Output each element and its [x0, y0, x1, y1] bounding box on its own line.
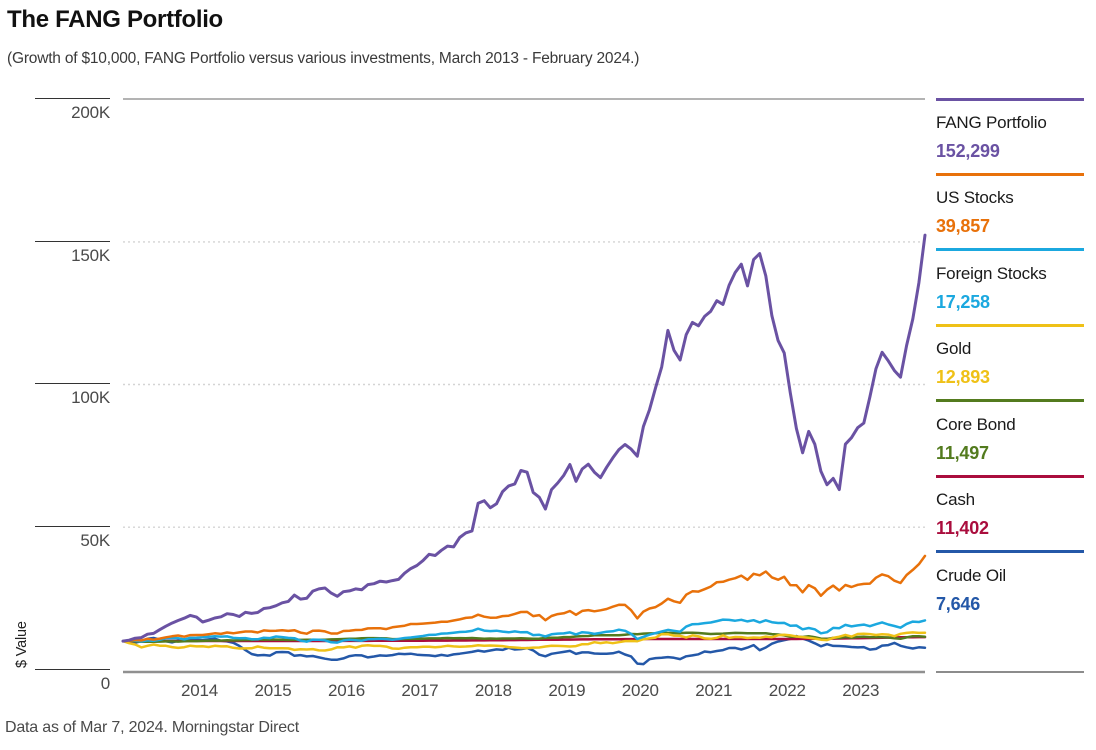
- x-tick-label-2015: 2015: [254, 681, 292, 700]
- series-group: [121, 233, 927, 666]
- page-title: The FANG Portfolio: [7, 6, 223, 33]
- legend-color-rule-gold: [936, 323, 1084, 327]
- legend-series-value: 17,258: [936, 291, 990, 312]
- legend-series-name: Gold: [936, 339, 972, 359]
- series-line-cash: [121, 635, 927, 643]
- legend-series-value: 12,893: [936, 367, 990, 388]
- legend-series-value: 39,857: [936, 216, 990, 237]
- legend-series-name: Crude Oil: [936, 565, 1007, 585]
- series-line-gold: [121, 631, 927, 652]
- legend: FANG Portfolio 152,299 US Stocks 39,857 Fore…: [936, 0, 1084, 750]
- y-tick-label-0: 0: [100, 673, 110, 693]
- legend-series-value: 7,646: [936, 593, 981, 614]
- series-line-foreign-stocks: [121, 618, 927, 644]
- x-tick-label-2017: 2017: [401, 681, 439, 700]
- x-tick-label-2016: 2016: [327, 681, 365, 700]
- legend-color-rule-foreign-stocks: [936, 248, 1084, 252]
- x-tick-label-2020: 2020: [621, 681, 659, 700]
- legend-series-name: FANG Portfolio: [936, 113, 1047, 132]
- x-tick-label-2019: 2019: [548, 681, 586, 700]
- y-tick-line-50k: [35, 525, 110, 527]
- y-axis-title: $ Value: [14, 621, 30, 668]
- y-tick-line-100k: [35, 383, 110, 385]
- series-line-us-stocks: [121, 554, 927, 643]
- legend-series-name: Foreign Stocks: [936, 263, 1047, 283]
- x-tick-label-2014: 2014: [181, 681, 219, 700]
- y-tick-label-100k: 100K: [71, 388, 110, 408]
- y-tick-line-150k: [35, 240, 110, 242]
- y-tick-line-0: [35, 668, 110, 670]
- x-tick-label-2022: 2022: [768, 681, 806, 700]
- x-tick-label-2021: 2021: [695, 681, 733, 700]
- legend-series-value: 11,497: [936, 442, 989, 463]
- legend-series-value: 152,299: [936, 141, 1000, 161]
- y-tick-line-200k: [35, 98, 110, 99]
- x-tick-label-2018: 2018: [474, 681, 512, 700]
- legend-series-value: 11,402: [936, 518, 989, 539]
- legend-series-name: Cash: [936, 490, 975, 510]
- y-tick-label-50k: 50K: [80, 530, 110, 550]
- legend-color-rule-cash: [936, 474, 1084, 478]
- legend-color-rule-fang-portfolio: [936, 97, 1084, 101]
- legend-series-name: US Stocks: [936, 188, 1014, 208]
- footnote: Data as of Mar 7, 2024. Morningstar Dire…: [5, 719, 299, 736]
- y-tick-label-200k: 200K: [71, 103, 110, 122]
- legend-color-rule-crude-oil: [936, 550, 1084, 554]
- x-tick-label-2023: 2023: [842, 681, 880, 700]
- legend-color-rule-core-bond: [936, 399, 1084, 403]
- chart-subtitle: (Growth of $10,000, FANG Portfolio versu…: [7, 50, 640, 67]
- legend-color-rule-us-stocks: [936, 172, 1084, 176]
- legend-series-name: Core Bond: [936, 414, 1016, 434]
- y-tick-label-150k: 150K: [71, 245, 110, 265]
- legend-bottom-rule: [936, 671, 1084, 673]
- series-line-fang-portfolio: [121, 233, 927, 643]
